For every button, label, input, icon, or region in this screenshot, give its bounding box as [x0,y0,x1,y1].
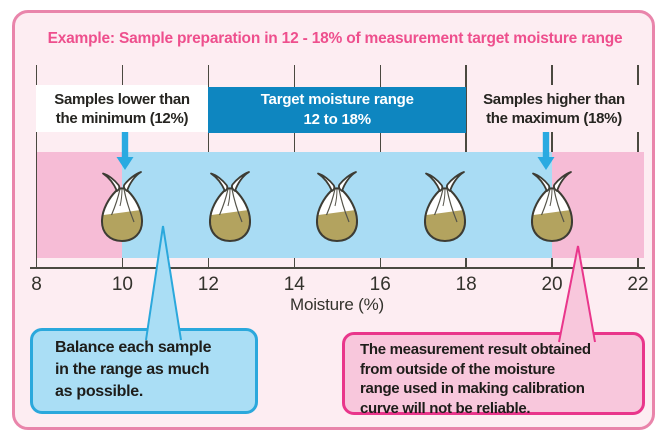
axis-tick-label: 8 [31,274,42,295]
axis-tick-label: 22 [627,274,649,295]
sample-bag-icon [316,171,359,243]
sample-bag-icon [208,171,251,243]
axis-tick-label: 14 [283,274,305,295]
axis-title: Moisture (%) [290,295,384,314]
callout-warning: The measurement result obtained from out… [342,332,645,417]
label-high-samples: Samples higher than the maximum (18%) [467,85,641,132]
x-axis-line [30,267,645,269]
callout-balance: Balance each sample in the range as much… [30,328,258,414]
axis-tick-label: 18 [455,274,477,295]
sample-bag [202,170,258,248]
sample-bag [309,170,365,248]
grid-line [35,65,38,268]
sample-bag-icon [101,171,144,243]
axis-tick-label: 16 [369,274,391,295]
sample-bag [94,170,150,248]
diagram-title: Example: Sample preparation in 12 - 18% … [47,30,623,47]
target-range-header: Target moisture range 12 to 18% [208,87,467,133]
sample-bag-icon [423,171,466,243]
sample-bag-icon [531,171,574,243]
axis-tick-label: 20 [541,274,563,295]
label-low-samples: Samples lower than the minimum (12%) [36,85,208,132]
low-sample-arrow-icon [115,132,135,170]
axis-tick-label: 12 [197,274,219,295]
sample-bag [417,170,473,248]
sample-bag [524,170,580,248]
axis-tick-label: 10 [111,274,133,295]
high-sample-arrow-icon [536,132,556,170]
